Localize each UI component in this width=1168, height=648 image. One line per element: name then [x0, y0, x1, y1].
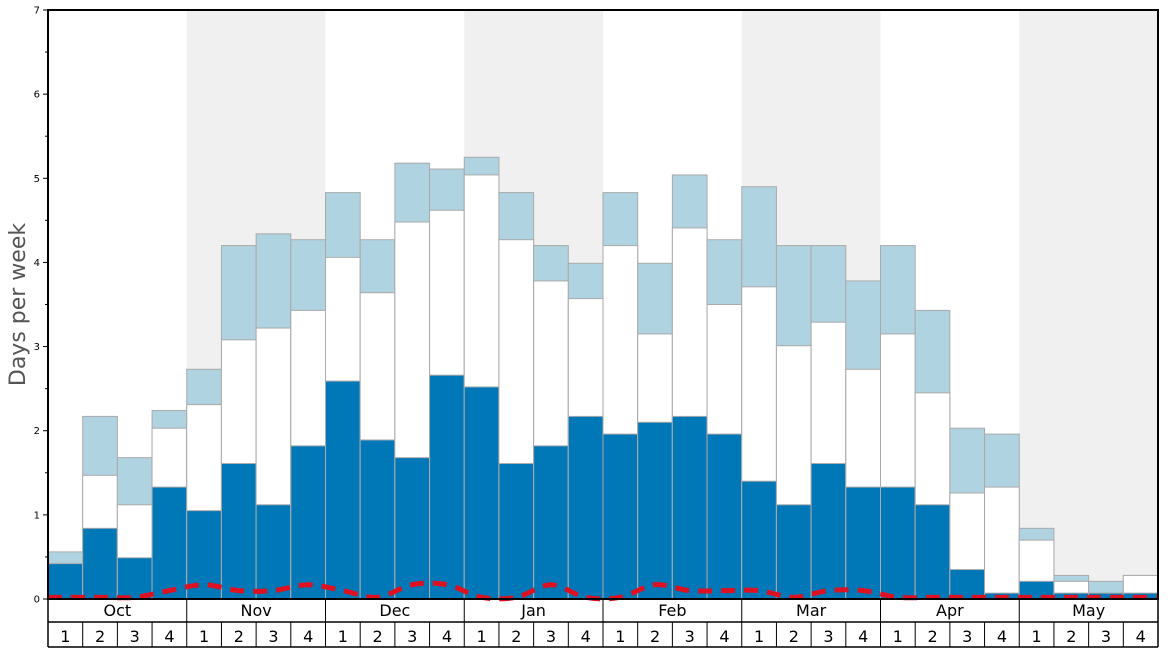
series-0-bar-16	[602, 433, 639, 600]
week-label-5: 2	[234, 627, 244, 646]
series-0-bar-12	[463, 386, 500, 600]
month-label-1: Nov	[241, 601, 272, 620]
week-label-7: 4	[303, 627, 313, 646]
series-0-bar-20	[741, 480, 777, 600]
series-0-bar-7	[290, 445, 326, 600]
y-tick-label-4: 4	[34, 258, 40, 269]
week-label-23: 4	[858, 627, 868, 646]
y-tick-label-0: 0	[34, 595, 40, 606]
week-label-19: 4	[719, 627, 729, 646]
series-0-bar-11	[429, 374, 465, 600]
week-label-29: 2	[1066, 627, 1076, 646]
series-0-bar-25	[914, 504, 951, 600]
week-label-26: 3	[962, 627, 972, 646]
month-label-5: Mar	[796, 601, 827, 620]
week-label-1: 2	[95, 627, 105, 646]
y-axis: 0 1 2 3 4 5 6 7	[34, 6, 48, 606]
week-label-4: 1	[199, 627, 209, 646]
series-0-bar-5	[220, 463, 257, 600]
series-0-bar-15	[567, 415, 604, 600]
y-axis-label: Days per week	[6, 223, 31, 386]
y-tick-label-2: 2	[34, 426, 40, 437]
series-0-bar-10	[394, 457, 431, 600]
series-0-bar-13	[498, 463, 535, 600]
week-label-8: 1	[338, 627, 348, 646]
week-label-31: 4	[1136, 627, 1146, 646]
series-1-bar-27	[984, 486, 1020, 600]
series-0-bar-26	[949, 569, 986, 600]
week-label-11: 4	[442, 627, 452, 646]
week-label-15: 4	[581, 627, 591, 646]
month-label-4: Feb	[658, 601, 686, 620]
week-label-21: 2	[789, 627, 799, 646]
week-label-17: 2	[650, 627, 660, 646]
week-label-22: 3	[823, 627, 833, 646]
x-axis: Oct 1 2 3 4 Nov 1 2 3 4 Dec 1 2 3 4 Jan 1 2 3 4 Feb 1 2 3 4 Mar 1 2…	[47, 599, 1159, 648]
month-label-2: Dec	[379, 601, 410, 620]
series-0-bar-6	[255, 504, 292, 600]
week-label-13: 2	[511, 627, 521, 646]
y-tick-label-1: 1	[34, 510, 40, 521]
series-0-bar-1	[82, 527, 118, 600]
week-label-12: 1	[477, 627, 487, 646]
series-0-bar-0	[47, 563, 84, 600]
month-label-7: May	[1072, 601, 1105, 620]
series-0-bar-19	[706, 433, 743, 600]
week-label-30: 3	[1101, 627, 1111, 646]
y-tick-label-3: 3	[34, 342, 40, 353]
week-label-10: 3	[407, 627, 417, 646]
week-label-24: 1	[893, 627, 903, 646]
series-0-bar-17	[637, 421, 673, 600]
series-0-bar-9	[359, 439, 396, 600]
month-label-3: Jan	[520, 601, 546, 620]
series-0-bar-24	[880, 486, 916, 600]
y-tick-label-5: 5	[34, 174, 40, 185]
series-0-bar-21	[775, 504, 812, 600]
week-label-0: 1	[60, 627, 70, 646]
bar-groups	[47, 156, 1159, 600]
week-label-3: 4	[164, 627, 174, 646]
week-label-16: 1	[615, 627, 625, 646]
week-label-20: 1	[754, 627, 764, 646]
week-label-14: 3	[546, 627, 556, 646]
week-label-9: 2	[372, 627, 382, 646]
month-label-0: Oct	[104, 601, 132, 620]
series-0-bar-22	[810, 463, 847, 600]
series-0-bar-14	[533, 445, 569, 600]
y-tick-label-7: 7	[34, 6, 40, 17]
week-label-2: 3	[130, 627, 140, 646]
week-label-6: 3	[268, 627, 278, 646]
week-label-18: 3	[685, 627, 695, 646]
week-label-25: 2	[927, 627, 937, 646]
week-label-27: 4	[997, 627, 1007, 646]
month-label-6: Apr	[936, 601, 964, 620]
week-label-28: 1	[1032, 627, 1042, 646]
series-0-bar-8	[325, 380, 361, 600]
series-3-line	[47, 580, 1158, 602]
series-0-bar-2	[116, 557, 153, 600]
series-0-bar-18	[671, 415, 708, 600]
series-0-bar-23	[845, 486, 881, 600]
plot-frame	[47, 9, 1159, 600]
y-tick-label-6: 6	[34, 90, 40, 101]
series-0-bar-3	[151, 486, 188, 600]
month-band-7	[1019, 10, 1158, 599]
